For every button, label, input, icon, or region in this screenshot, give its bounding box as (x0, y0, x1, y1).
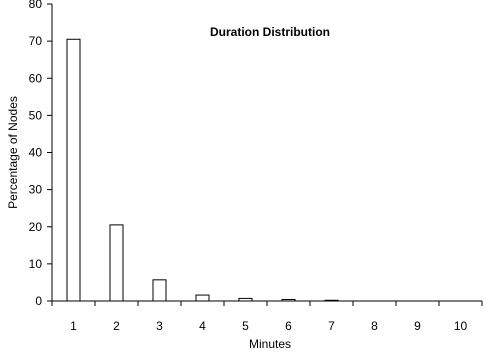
y-tick-label: 10 (29, 257, 43, 271)
bars-group (66, 38, 339, 302)
bar-4 (195, 294, 210, 302)
x-tick-label: 9 (414, 319, 421, 333)
y-tick-label: 0 (35, 294, 42, 308)
chart-title: Duration Distribution (210, 25, 330, 39)
x-tick-label: 2 (113, 319, 120, 333)
x-tick-label: 3 (156, 319, 163, 333)
y-tick-label: 50 (29, 108, 43, 122)
y-tick-label: 70 (29, 34, 43, 48)
x-tick-label: 6 (285, 319, 292, 333)
bar-1 (66, 38, 81, 302)
y-tick-label: 60 (29, 71, 43, 85)
bar-3 (152, 279, 167, 302)
x-tick-label: 7 (328, 319, 335, 333)
y-tick-label: 30 (29, 183, 43, 197)
y-tick-label: 80 (29, 0, 43, 11)
y-axis-ticks: 0 10 20 30 40 50 60 70 80 (29, 0, 52, 308)
x-tick-label: 5 (242, 319, 249, 333)
x-tick-label: 8 (371, 319, 378, 333)
y-axis-label: Percentage of Nodes (6, 96, 20, 209)
x-tick-label: 1 (70, 319, 77, 333)
x-axis-ticks: 1 2 3 4 5 6 7 8 9 10 (51, 301, 483, 333)
x-axis-label: Minutes (249, 337, 291, 351)
x-tick-label: 4 (199, 319, 206, 333)
y-tick-label: 20 (29, 220, 43, 234)
x-tick-label: 10 (454, 319, 468, 333)
y-tick-label: 40 (29, 146, 43, 160)
bar-2 (109, 224, 124, 302)
